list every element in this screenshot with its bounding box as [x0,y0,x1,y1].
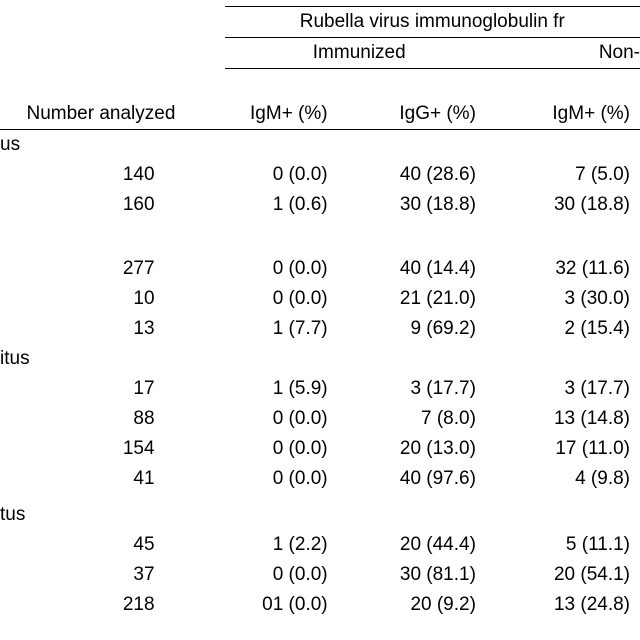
cell-igm2: 3 (30.0) [494,284,640,314]
cell-igm1: 1 (5.9) [225,374,356,404]
cell-igm2: 13 (24.8) [494,590,640,620]
cell-igg1: 30 (18.8) [356,190,494,220]
cell-igg1: 40 (14.4) [356,254,494,284]
cell-igg1: 21 (21.0) [356,284,494,314]
cell-igm1: 0 (0.0) [225,160,356,190]
table-title: Rubella virus immunoglobulin fr [225,7,640,38]
table-page: Rubella virus immunoglobulin frImmunized… [0,0,640,640]
cell-number: 45 [17,530,224,560]
cell-number: 140 [17,160,224,190]
cell-number: 277 [17,254,224,284]
cell-igm1: 0 (0.0) [225,464,356,494]
cell-igg1: 20 (13.0) [356,434,494,464]
table-row: 1540 (0.0)20 (13.0)17 (11.0) [0,434,640,464]
cell-number: 88 [17,404,224,434]
cell-igm2: 4 (9.8) [494,464,640,494]
table-row: 2770 (0.0)40 (14.4)32 (11.6) [0,254,640,284]
cell-igm2: 7 (5.0) [494,160,640,190]
cell-igg1: 9 (69.2) [356,314,494,344]
cell-igg1: 7 (8.0) [356,404,494,434]
table-row: 171 (5.9)3 (17.7)3 (17.7) [0,374,640,404]
section-label: tus [0,500,640,530]
cell-igm2: 17 (11.0) [494,434,640,464]
cell-igm2: 3 (17.7) [494,374,640,404]
cell-igm2: 20 (54.1) [494,560,640,590]
cell-igm2: 30 (18.8) [494,190,640,220]
cell-igm2: 2 (15.4) [494,314,640,344]
table-row: 451 (2.2)20 (44.4)5 (11.1) [0,530,640,560]
col-header-number: Number analyzed [17,99,224,130]
cell-igm1: 01 (0.0) [225,590,356,620]
table-row: 1400 (0.0)40 (28.6)7 (5.0) [0,160,640,190]
group-header-non: Non- [494,38,640,69]
cell-igg1: 30 (81.1) [356,560,494,590]
cell-igg1: 20 (44.4) [356,530,494,560]
cell-number: 37 [17,560,224,590]
cell-number: 41 [17,464,224,494]
table-row: 410 (0.0)40 (97.6)4 (9.8) [0,464,640,494]
cell-igm1: 0 (0.0) [225,560,356,590]
cell-number: 13 [17,314,224,344]
table-row: 131 (7.7)9 (69.2)2 (15.4) [0,314,640,344]
data-table: Rubella virus immunoglobulin frImmunized… [0,6,640,640]
table-row: 370 (0.0)30 (81.1)20 (54.1) [0,560,640,590]
section-label: us [0,129,640,160]
cell-number: 10 [17,284,224,314]
cell-igm1: 1 (0.6) [225,190,356,220]
table-row: 21801 (0.0)20 (9.2)13 (24.8) [0,590,640,620]
cell-igm2: 5 (11.1) [494,530,640,560]
table-row: 100 (0.0)21 (21.0)3 (30.0) [0,284,640,314]
cell-number: 160 [17,190,224,220]
cell-igm1: 0 (0.0) [225,434,356,464]
cell-igg1: 40 (97.6) [356,464,494,494]
cell-igm2: 13 (14.8) [494,404,640,434]
cell-igm1: 0 (0.0) [225,404,356,434]
cell-igm1: 1 (7.7) [225,314,356,344]
cell-igg1: 40 (28.6) [356,160,494,190]
cell-number: 154 [17,434,224,464]
cell-igm2: 32 (11.6) [494,254,640,284]
col-header-igg1: IgG+ (%) [356,99,494,130]
cell-igm1: 0 (0.0) [225,284,356,314]
table-row: 1601 (0.6)30 (18.8)30 (18.8) [0,190,640,220]
cell-igg1: 20 (9.2) [356,590,494,620]
table-row: 880 (0.0)7 (8.0)13 (14.8) [0,404,640,434]
cell-igg1: 3 (17.7) [356,374,494,404]
section-label: itus [0,344,640,374]
cell-number: 218 [17,590,224,620]
col-header-igm1: IgM+ (%) [225,99,356,130]
group-header-immunized: Immunized [225,38,494,69]
col-header-igm2: IgM+ (%) [494,99,640,130]
cell-igm1: 1 (2.2) [225,530,356,560]
cell-igm1: 0 (0.0) [225,254,356,284]
cell-number: 17 [17,374,224,404]
